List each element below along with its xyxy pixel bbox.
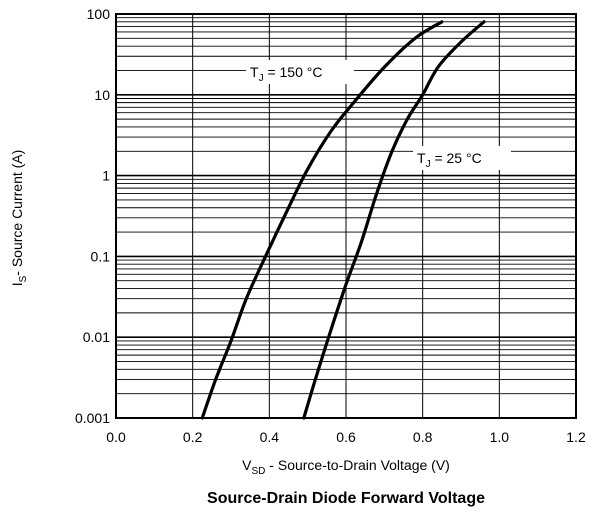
y-tick-label: 100	[87, 6, 111, 22]
series-label-150c: TJ = 150 °C	[246, 60, 354, 84]
x-tick-label: 0.4	[260, 429, 280, 445]
y-tick-label: 0.01	[83, 329, 110, 345]
y-axis-label: IS- Source Current (A)	[9, 150, 29, 287]
series-line-150c	[200, 20, 444, 420]
svg-text:TJ = 150 °C: TJ = 150 °C	[250, 64, 322, 84]
x-tick-label: 1.0	[490, 429, 510, 445]
series-group	[200, 20, 486, 420]
x-tick-label: 1.2	[566, 429, 586, 445]
x-axis-label: VSD - Source-to-Drain Voltage (V)	[242, 457, 450, 477]
series-line-25c	[302, 20, 486, 420]
y-tick-label: 10	[94, 87, 110, 103]
svg-text:TJ = 25 °C: TJ = 25 °C	[417, 150, 482, 170]
x-tick-label: 0.6	[336, 429, 356, 445]
tick-labels: 0.0 0.2 0.4 0.6 0.8 1.0 1.2 0.001 0.01 0.1 1 10 100	[75, 6, 586, 445]
series-label-25c: TJ = 25 °C	[413, 146, 511, 170]
y-tick-label: 0.1	[91, 248, 111, 264]
x-tick-label: 0.0	[106, 429, 126, 445]
x-tick-label: 0.2	[183, 429, 203, 445]
chart-title: Source-Drain Diode Forward Voltage	[207, 490, 485, 507]
y-tick-label: 1	[102, 168, 110, 184]
y-tick-label: 0.001	[75, 410, 110, 426]
grid-lines	[116, 14, 576, 418]
plot-frame	[115, 13, 577, 419]
x-tick-label: 0.8	[413, 429, 433, 445]
